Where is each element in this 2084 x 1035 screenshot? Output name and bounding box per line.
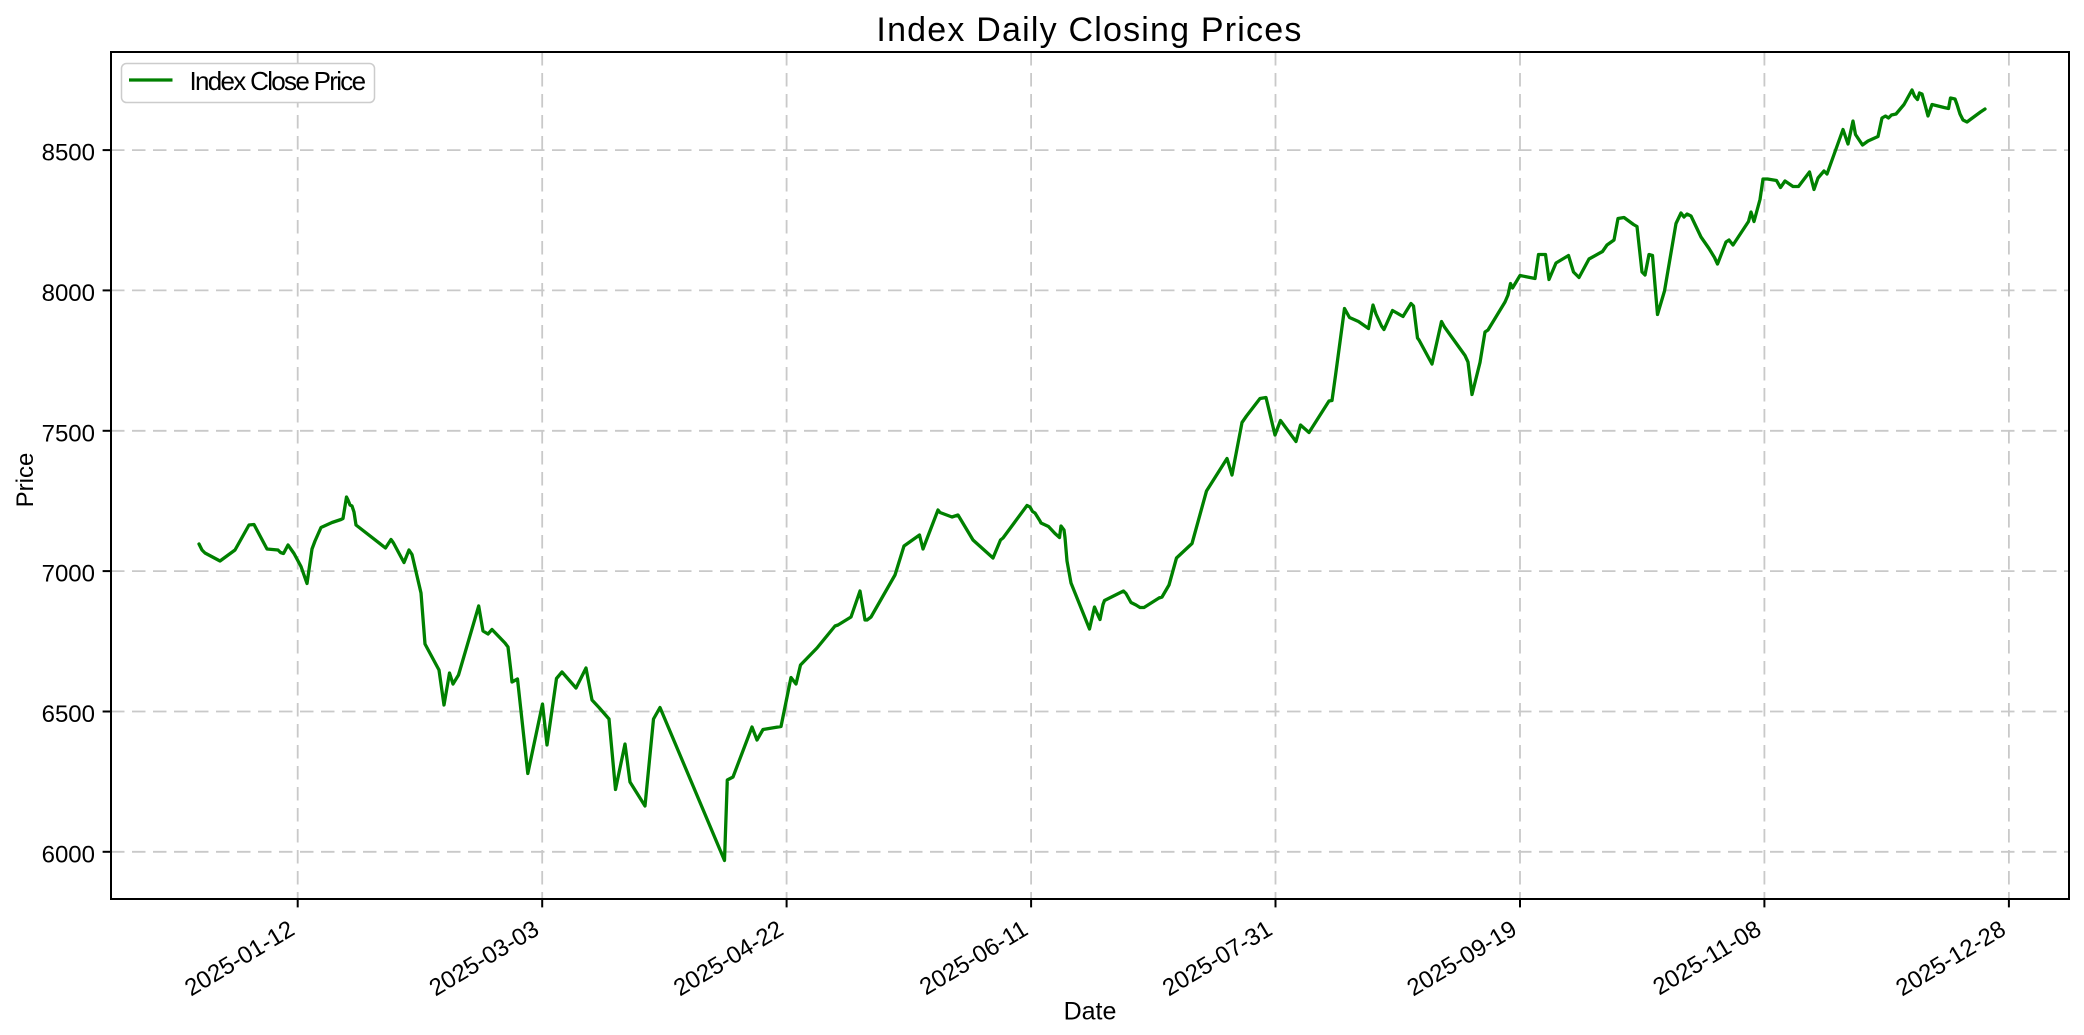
svg-text:Date: Date (1064, 998, 1117, 1026)
svg-text:7000: 7000 (42, 561, 95, 588)
svg-text:Index Close Price: Index Close Price (190, 66, 366, 96)
svg-text:8000: 8000 (42, 280, 95, 307)
svg-text:6500: 6500 (42, 701, 95, 728)
svg-text:Price: Price (12, 453, 39, 508)
svg-text:Index Daily Closing Prices: Index Daily Closing Prices (876, 11, 1302, 49)
svg-text:6000: 6000 (42, 841, 95, 868)
svg-text:7500: 7500 (42, 420, 95, 447)
svg-text:8500: 8500 (42, 140, 95, 167)
